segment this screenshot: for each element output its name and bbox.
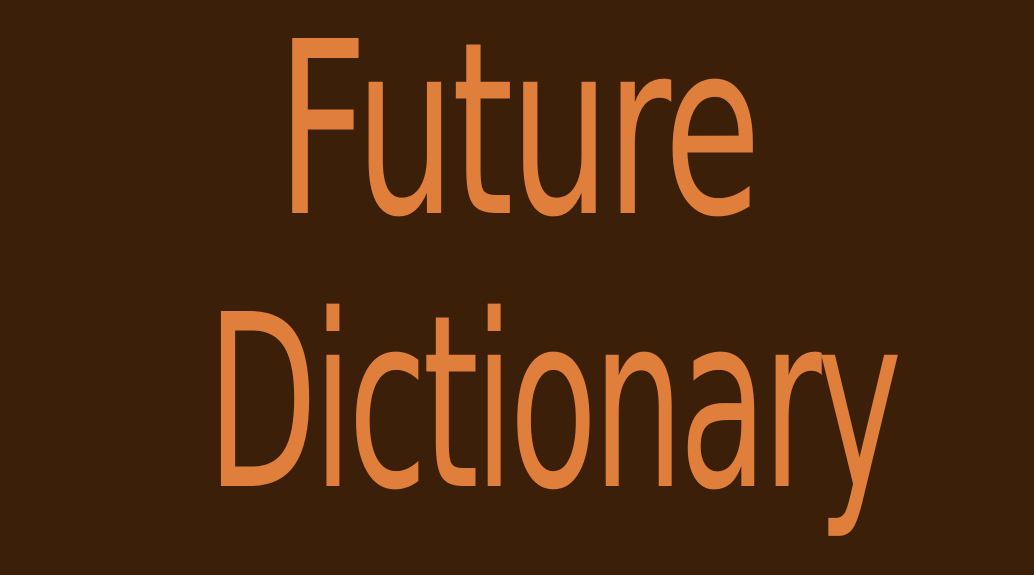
- title-line-dictionary: Dictionary: [206, 263, 902, 543]
- title-line-future: Future: [276, 0, 762, 270]
